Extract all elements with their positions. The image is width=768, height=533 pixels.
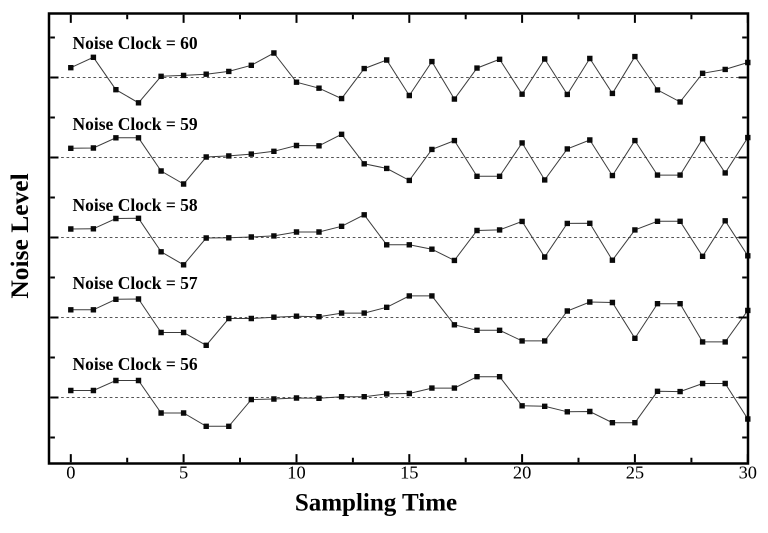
svg-text:25: 25 [626, 463, 644, 483]
svg-text:0: 0 [66, 463, 75, 483]
svg-text:Noise Clock = 56: Noise Clock = 56 [73, 354, 198, 374]
svg-text:Sampling Time: Sampling Time [295, 490, 457, 517]
svg-text:30: 30 [739, 463, 757, 483]
svg-text:5: 5 [179, 463, 188, 483]
svg-text:Noise Clock = 60: Noise Clock = 60 [73, 33, 198, 53]
svg-text:10: 10 [287, 463, 305, 483]
svg-text:Noise Clock = 58: Noise Clock = 58 [73, 195, 198, 215]
svg-text:20: 20 [513, 463, 531, 483]
svg-text:Noise Clock = 59: Noise Clock = 59 [73, 114, 198, 134]
svg-text:Noise Level: Noise Level [5, 173, 34, 298]
svg-text:15: 15 [400, 463, 418, 483]
svg-text:Noise Clock = 57: Noise Clock = 57 [73, 273, 198, 293]
